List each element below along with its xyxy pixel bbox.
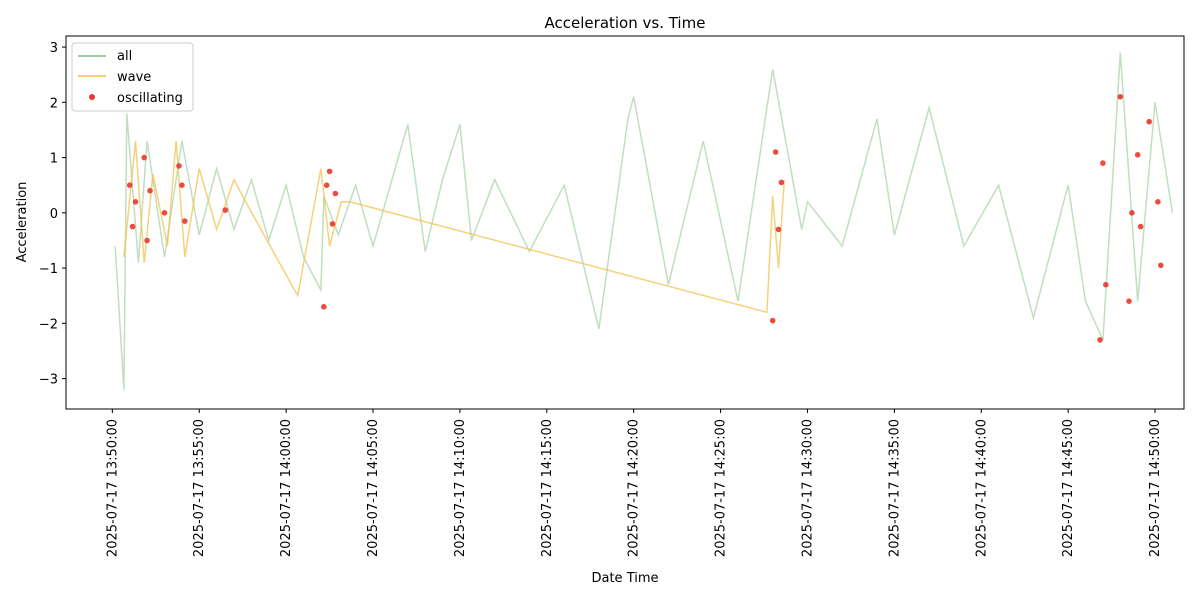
x-tick-label: 2025-07-17 14:50:00 <box>1148 419 1163 557</box>
x-axis-label: Date Time <box>591 571 658 586</box>
x-tick-label: 2025-07-17 14:05:00 <box>366 419 381 557</box>
x-tick-label: 2025-07-17 14:00:00 <box>279 419 294 557</box>
series-wave-line <box>123 140 786 314</box>
oscillating-point <box>129 223 136 230</box>
oscillating-point <box>332 190 339 197</box>
plot-area <box>114 52 1174 390</box>
y-tick-label: 0 <box>50 207 58 222</box>
oscillating-point <box>1100 160 1106 166</box>
oscillating-point <box>1103 281 1109 288</box>
legend-oscillating-label: oscillating <box>117 91 183 106</box>
x-tick-label: 2025-07-17 13:55:00 <box>192 419 207 557</box>
oscillating-point <box>126 182 133 188</box>
oscillating-point <box>1146 118 1152 125</box>
oscillating-point <box>775 226 782 233</box>
oscillating-point <box>769 317 776 324</box>
oscillating-point <box>1158 262 1164 269</box>
y-axis-label: Acceleration <box>15 182 30 263</box>
oscillating-point <box>222 207 229 213</box>
oscillating-point <box>144 237 150 244</box>
oscillating-point <box>179 182 185 188</box>
legend-oscillating-swatch <box>89 94 95 100</box>
oscillating-point <box>132 199 139 205</box>
oscillating-point <box>323 182 330 188</box>
y-tick-label: −1 <box>39 262 58 277</box>
oscillating-point <box>1129 210 1135 216</box>
x-tick-label: 2025-07-17 14:40:00 <box>974 419 989 557</box>
oscillating-point <box>321 304 327 310</box>
x-tick-label: 2025-07-17 14:15:00 <box>540 419 555 557</box>
plot-frame <box>65 35 1185 410</box>
oscillating-point <box>182 218 188 224</box>
oscillating-point <box>176 163 182 169</box>
y-tick-label: −2 <box>39 317 58 332</box>
series-wave <box>123 140 786 314</box>
oscillating-point <box>1134 152 1141 158</box>
y-axis: −3 −2 −1 0 1 2 3 <box>39 41 66 388</box>
y-tick-label: 1 <box>50 152 58 167</box>
oscillating-point <box>147 187 153 194</box>
oscillating-point <box>1126 298 1132 305</box>
series-all <box>114 52 1174 390</box>
x-tick-label: 2025-07-17 14:10:00 <box>453 419 468 557</box>
x-tick-label: 2025-07-17 14:35:00 <box>887 419 902 557</box>
chart-title: Acceleration vs. Time <box>545 14 706 32</box>
legend-box <box>71 42 194 112</box>
x-tick-label: 2025-07-17 14:25:00 <box>714 419 729 557</box>
oscillating-point <box>772 149 779 155</box>
oscillating-point <box>778 179 785 186</box>
legend: all wave oscillating <box>71 42 194 112</box>
x-tick-label: 2025-07-17 14:30:00 <box>800 419 815 557</box>
x-tick-label: 2025-07-17 13:50:00 <box>105 419 120 557</box>
oscillating-point <box>141 154 147 161</box>
series-oscillating <box>126 94 1164 343</box>
oscillating-point <box>161 210 168 216</box>
series-all-line <box>114 52 1174 390</box>
y-tick-label: 3 <box>50 41 58 56</box>
oscillating-point <box>1137 223 1144 230</box>
y-tick-label: 2 <box>50 96 58 111</box>
legend-wave-label: wave <box>117 70 151 85</box>
oscillating-point <box>1117 94 1124 100</box>
oscillating-point <box>1155 199 1161 205</box>
x-tick-label: 2025-07-17 14:45:00 <box>1061 419 1076 557</box>
oscillating-point <box>1097 337 1103 343</box>
legend-all-label: all <box>117 49 132 64</box>
oscillating-point <box>326 168 333 175</box>
x-tick-label: 2025-07-17 14:20:00 <box>627 419 642 557</box>
x-axis: 2025-07-17 13:50:00 2025-07-17 13:55:00 20… <box>105 409 1163 557</box>
y-tick-label: −3 <box>39 373 58 388</box>
oscillating-point <box>329 221 336 227</box>
